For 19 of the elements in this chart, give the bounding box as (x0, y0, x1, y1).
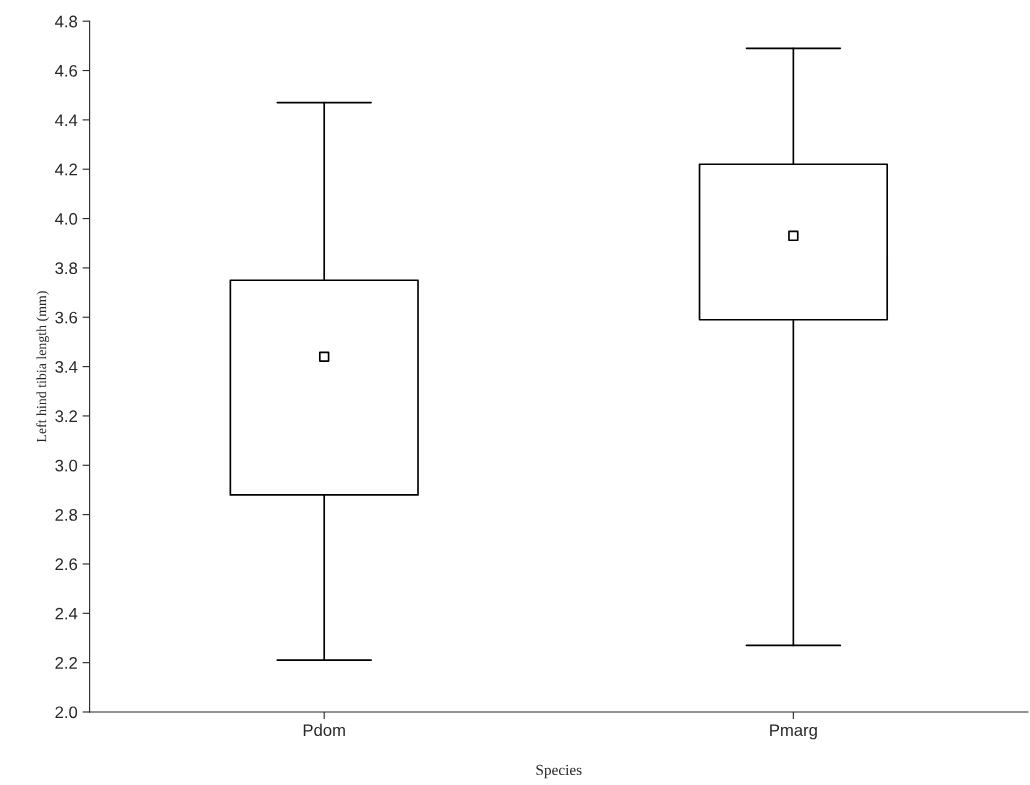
y-tick-label: 2.2 (55, 657, 77, 669)
y-tick-label: 2.8 (55, 509, 78, 521)
x-tick-label: Pmarg (770, 724, 817, 740)
y-tick-label: 4.0 (55, 212, 78, 225)
y-tick-label: 2.4 (55, 607, 78, 620)
x-tick-label: Pdom (303, 723, 345, 737)
y-tick-label: 4.6 (55, 64, 78, 77)
y-tick-label: 3.2 (55, 410, 77, 423)
y-tick-label: 3.8 (55, 262, 78, 275)
y-tick-label: 2.0 (55, 706, 78, 719)
y-tick-label: 3.4 (55, 361, 78, 373)
y-tick-label: 4.2 (55, 163, 77, 176)
y-tick-label: 4.8 (55, 15, 78, 28)
x-axis-title: Species (536, 764, 582, 779)
y-tick-label: 3.0 (55, 459, 78, 472)
y-tick-label: 2.6 (55, 558, 78, 571)
y-tick-label: 3.6 (55, 311, 78, 324)
y-tick-label: 4.4 (55, 114, 78, 126)
y-axis-title: Left hind tibia length (mm) (36, 291, 50, 443)
